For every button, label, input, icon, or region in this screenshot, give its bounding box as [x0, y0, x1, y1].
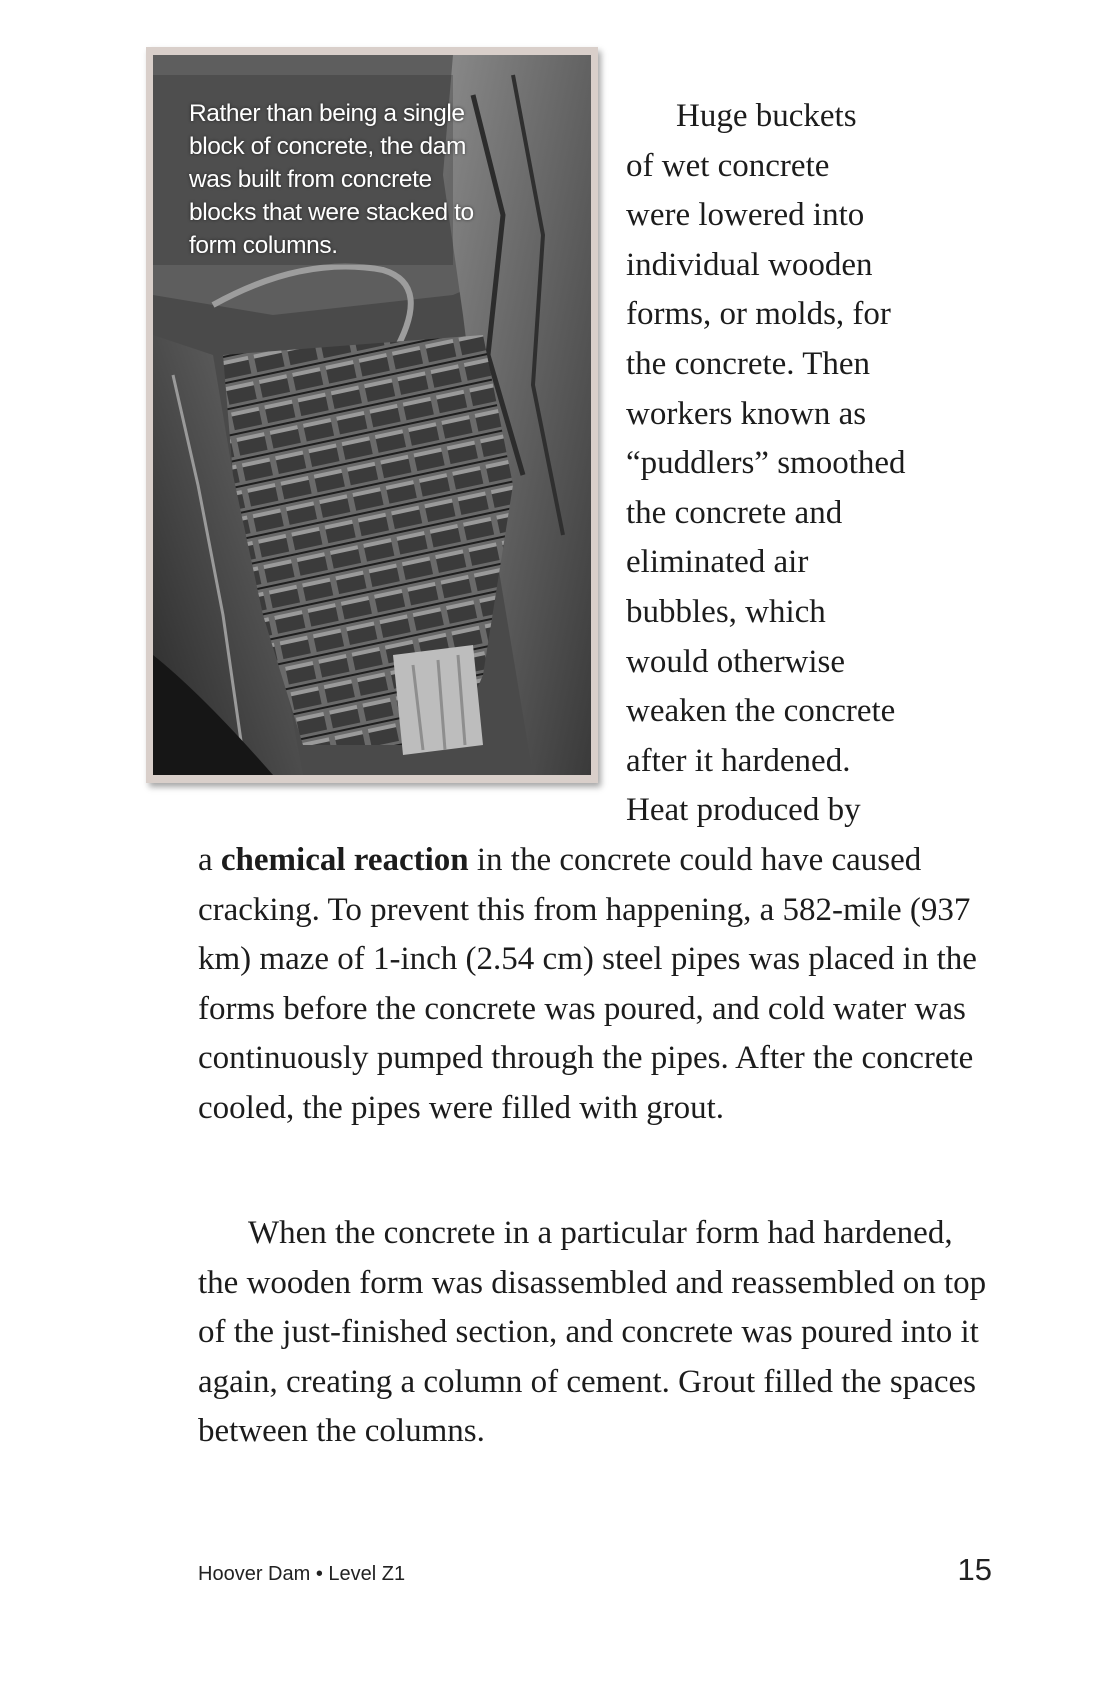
photo-caption: Rather than being a single block of conc…: [189, 100, 474, 259]
text-line: the concrete and: [626, 494, 843, 531]
paragraph-2: When the concrete in a particular form h…: [198, 1209, 998, 1457]
vocabulary-term: chemical reaction: [220, 842, 469, 878]
paragraph-1-narrow: Huge buckets of wet concrete were lowere…: [626, 92, 996, 836]
dam-construction-photo: Rather than being a single block of conc…: [153, 55, 591, 775]
text-line: bubbles, which: [626, 593, 826, 630]
text-line: forms, or molds, for: [626, 296, 891, 333]
text-line: Huge buckets: [676, 98, 857, 134]
text-line: weaken the concrete: [626, 693, 896, 730]
dam-photo-illustration: [153, 55, 591, 775]
photo-frame: Rather than being a single block of conc…: [146, 47, 598, 783]
text-line: workers known as: [626, 395, 867, 432]
text-line: would otherwise: [626, 643, 846, 680]
footer-book-title: Hoover Dam • Level Z1: [198, 1563, 406, 1585]
text-line: eliminated air: [626, 544, 809, 581]
text-line: individual wooden: [626, 246, 873, 283]
text-prefix: a: [198, 842, 221, 878]
text-line: the concrete. Then: [626, 345, 871, 382]
text-line: were lowered into: [626, 197, 865, 234]
text-line: of wet concrete: [626, 147, 830, 184]
text-line: after it hardened.: [626, 742, 851, 779]
text-line: Heat produced by: [626, 792, 861, 829]
paragraph-2-text: When the concrete in a particular form h…: [198, 1215, 987, 1450]
text-line: “puddlers” smoothed: [626, 445, 906, 482]
paragraph-1-continued: a chemical reaction in the concrete coul…: [198, 836, 998, 1134]
text-rest: in the concrete could have caused cracki…: [198, 842, 977, 1126]
page-number: 15: [957, 1552, 992, 1587]
